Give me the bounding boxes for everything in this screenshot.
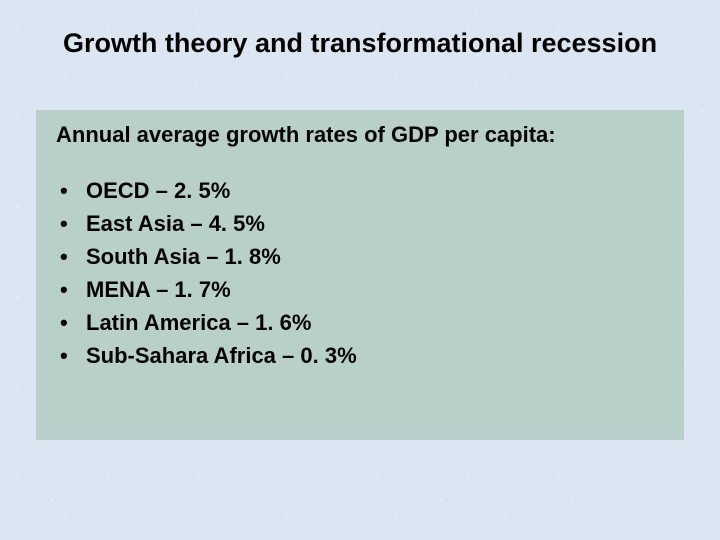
bullet-icon: •: [56, 178, 86, 204]
list-item: • OECD – 2. 5%: [56, 178, 664, 204]
list-item: • South Asia – 1. 8%: [56, 244, 664, 270]
bullet-text: South Asia – 1. 8%: [86, 244, 664, 270]
list-item: • MENA – 1. 7%: [56, 277, 664, 303]
bullet-text: Sub-Sahara Africa – 0. 3%: [86, 343, 664, 369]
bullet-text: OECD – 2. 5%: [86, 178, 664, 204]
list-item: • East Asia – 4. 5%: [56, 211, 664, 237]
bullet-icon: •: [56, 211, 86, 237]
bullet-list: • OECD – 2. 5% • East Asia – 4. 5% • Sou…: [56, 178, 664, 369]
bullet-text: Latin America – 1. 6%: [86, 310, 664, 336]
bullet-icon: •: [56, 244, 86, 270]
bullet-icon: •: [56, 343, 86, 369]
bullet-icon: •: [56, 277, 86, 303]
slide-subtitle: Annual average growth rates of GDP per c…: [56, 122, 664, 148]
bullet-icon: •: [56, 310, 86, 336]
list-item: • Latin America – 1. 6%: [56, 310, 664, 336]
list-item: • Sub-Sahara Africa – 0. 3%: [56, 343, 664, 369]
bullet-text: East Asia – 4. 5%: [86, 211, 664, 237]
slide-title: Growth theory and transformational reces…: [0, 28, 720, 59]
bullet-text: MENA – 1. 7%: [86, 277, 664, 303]
content-box: Annual average growth rates of GDP per c…: [36, 110, 684, 440]
